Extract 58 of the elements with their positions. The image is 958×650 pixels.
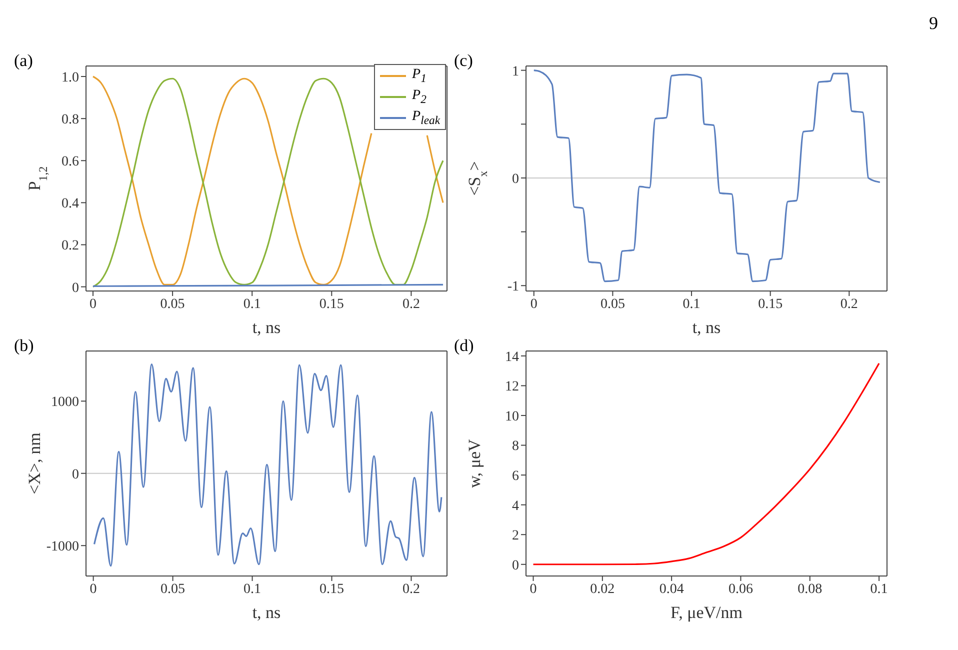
x-tick-label: 0.02 xyxy=(590,582,615,597)
x-tick-label: 0 xyxy=(90,296,96,312)
text: 9 xyxy=(929,13,938,34)
chart-title: (a) xyxy=(14,51,33,71)
x-tick-label: 0.1 xyxy=(682,296,700,312)
x-axis-title: t, ns xyxy=(252,603,281,622)
y-tick-label: 0 xyxy=(512,558,519,574)
y-tick-label: 1 xyxy=(512,64,519,80)
y-tick-label: 6 xyxy=(512,469,519,484)
x-tick-label: 0.1 xyxy=(244,582,262,597)
x-tick-label: 0.2 xyxy=(840,296,858,312)
x-tick-label: 0.04 xyxy=(659,582,684,597)
x-tick-label: 0 xyxy=(530,582,537,597)
y-tick-label: 0.4 xyxy=(62,196,79,212)
x-tick-label: 0.06 xyxy=(728,582,753,597)
x-axis-title: t, ns xyxy=(252,318,281,337)
y-tick-label: -1 xyxy=(507,280,519,295)
y-axis-title: w, μeV xyxy=(465,438,484,488)
x-tick-label: 0.15 xyxy=(319,296,344,312)
line-series xyxy=(533,70,881,282)
y-tick-label: 14 xyxy=(505,350,519,365)
y-tick-label: -1000 xyxy=(46,540,79,555)
y-tick-label: 0 xyxy=(72,467,79,482)
x-tick-label: 0.05 xyxy=(600,296,625,312)
line-series xyxy=(532,362,880,566)
x-tick-label: 0.2 xyxy=(402,296,420,312)
x-tick-label: 0.15 xyxy=(320,582,344,597)
line-series xyxy=(93,363,442,567)
y-tick-label: 1000 xyxy=(51,395,79,410)
y-tick-label: 0 xyxy=(72,280,79,296)
x-tick-label: 0.05 xyxy=(160,296,185,312)
x-tick-label: 0.15 xyxy=(758,296,783,312)
x-tick-label: 0 xyxy=(530,296,538,312)
y-tick-label: 0.8 xyxy=(62,112,79,128)
y-tick-label: 4 xyxy=(512,498,519,514)
y-tick-label: 1.0 xyxy=(62,70,79,86)
x-tick-label: 0.05 xyxy=(160,582,186,597)
x-axis-title: t, ns xyxy=(692,318,721,337)
y-tick-label: 8 xyxy=(512,439,519,454)
y-tick-label: 2 xyxy=(512,528,519,544)
chart-title: (d) xyxy=(454,336,474,356)
legend-label: P$_{leak}$ xyxy=(412,108,440,128)
y-axis-title: <X>, nm xyxy=(25,432,44,494)
x-tick-label: 0.2 xyxy=(402,582,420,597)
y-tick-label: 0 xyxy=(512,172,519,187)
legend-label: P$_{1}$ xyxy=(412,66,426,87)
x-axis-title: F, μeV/nm xyxy=(670,603,742,622)
x-tick-label: 0.1 xyxy=(243,296,261,312)
y-tick-label: 12 xyxy=(505,380,519,395)
x-tick-label: 0.1 xyxy=(870,582,888,597)
legend-label: P$_{2}$ xyxy=(412,86,426,108)
chart-title: (b) xyxy=(14,336,34,356)
x-tick-label: 0 xyxy=(90,582,97,597)
x-tick-label: 0.08 xyxy=(798,582,822,597)
y-tick-label: 0.6 xyxy=(62,154,79,170)
y-tick-label: 10 xyxy=(505,409,519,424)
y-tick-label: 0.2 xyxy=(62,238,79,254)
chart-title: (c) xyxy=(454,51,473,71)
